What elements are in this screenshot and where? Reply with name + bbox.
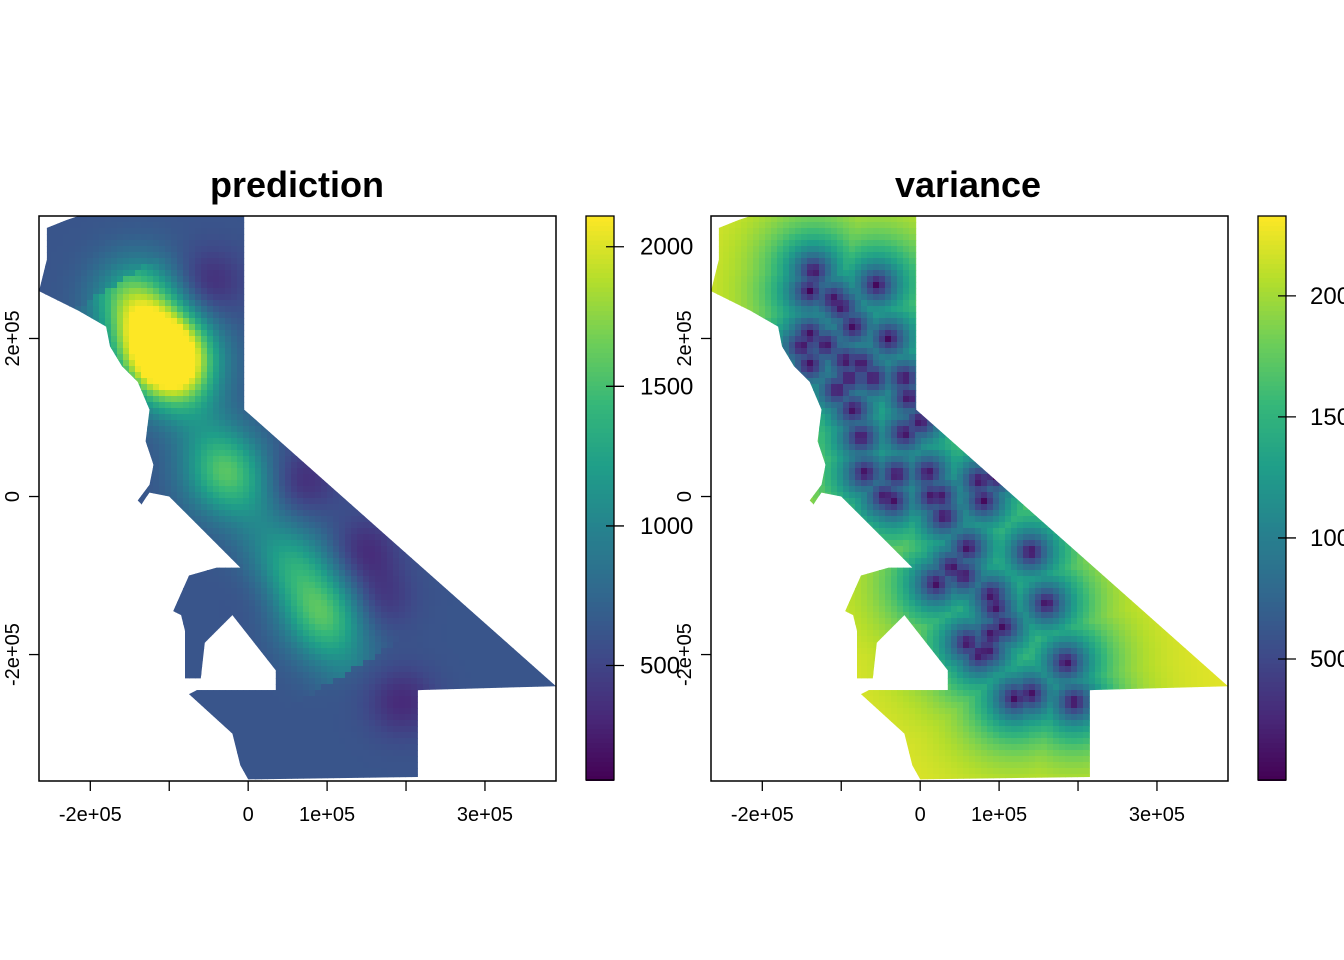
variance-x-tick-label: 3e+05 [1129, 804, 1185, 826]
prediction-x-tick-label: 0 [243, 804, 254, 826]
prediction-y-tick-label: 2e+05 [2, 310, 24, 366]
prediction-x-tick-label: 3e+05 [457, 804, 513, 826]
variance-legend-label: 1000 [1310, 525, 1344, 552]
prediction-colorbar: 500 1000 1500 2000 [585, 215, 693, 781]
variance-raster [711, 216, 1228, 780]
prediction-x-tick-label: 1e+05 [299, 804, 355, 826]
variance-legend-label: 2000 [1310, 283, 1344, 310]
variance-panel: -2e+05 0 1e+05 3e+05 -2e+05 0 2e+05 500 1000 1500… [674, 215, 1344, 826]
prediction-legend-label: 2000 [640, 234, 693, 261]
prediction-legend-label: 1500 [640, 373, 693, 400]
prediction-title: prediction [209, 164, 384, 205]
variance-y-tick-label: -2e+05 [674, 623, 696, 686]
variance-legend-label: 1500 [1310, 404, 1344, 431]
prediction-y-tick-label: 0 [2, 491, 24, 502]
prediction-legend-label: 500 [640, 653, 680, 680]
prediction-legend-label: 1000 [640, 513, 693, 540]
variance-x-tick-label: -2e+05 [731, 804, 794, 826]
prediction-plot-frame [38, 215, 557, 782]
variance-y-tick-label: 2e+05 [674, 310, 696, 366]
variance-x-tick-label: 1e+05 [971, 804, 1027, 826]
prediction-x-tick-label: -2e+05 [59, 804, 122, 826]
variance-title: variance [894, 164, 1042, 205]
variance-x-tick-label: 0 [915, 804, 926, 826]
variance-y-tick-label: 0 [674, 491, 696, 502]
prediction-raster [39, 216, 556, 780]
prediction-panel: -2e+05 0 1e+05 3e+05 -2e+05 0 2e+05 500 1000 1500… [2, 215, 693, 826]
variance-plot-frame [710, 215, 1229, 782]
variance-legend-label: 500 [1310, 646, 1344, 673]
variance-colorbar: 500 1000 1500 2000 [1257, 215, 1344, 781]
prediction-y-tick-label: -2e+05 [2, 623, 24, 686]
